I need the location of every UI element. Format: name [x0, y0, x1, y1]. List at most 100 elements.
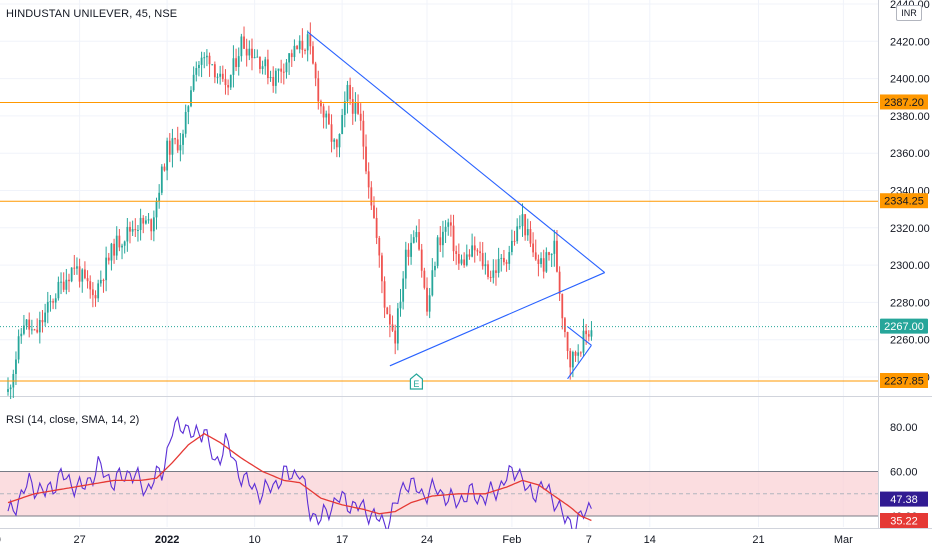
earnings-marker-label: E — [413, 379, 419, 389]
time-tick-label: Feb — [502, 534, 521, 546]
candle-body — [436, 237, 439, 266]
level-badge-label: 2334.25 — [884, 196, 924, 208]
candle-body — [354, 102, 357, 114]
candle-body — [126, 226, 129, 242]
trendline[interactable] — [307, 31, 606, 273]
candle-body — [394, 330, 397, 344]
candle-body — [391, 324, 394, 331]
candle-body — [184, 111, 187, 134]
price-tick-label: 2400.00 — [890, 74, 930, 86]
candle-body — [426, 287, 428, 312]
rsi-value-badge-bg — [880, 491, 928, 507]
candle-body — [213, 64, 216, 78]
candle-body — [420, 249, 423, 271]
candle-body — [237, 56, 240, 68]
candle-body — [548, 252, 550, 256]
candle-body — [587, 334, 590, 337]
candle-body — [57, 281, 60, 299]
candle-body — [338, 133, 341, 148]
currency-badge[interactable]: INR — [896, 5, 922, 21]
candle-body — [452, 225, 455, 252]
candle-body — [431, 270, 434, 296]
candle-body — [518, 226, 521, 228]
candle-body — [402, 278, 405, 302]
candle-body — [341, 115, 344, 134]
candle-body — [561, 293, 564, 319]
candle-body — [200, 57, 203, 65]
candle-body — [346, 84, 349, 102]
candle-body — [179, 144, 182, 151]
candle-body — [285, 62, 288, 73]
last-price-badge-bg — [880, 318, 928, 334]
candle-body — [105, 257, 108, 281]
candle-body — [357, 102, 359, 114]
candle-body — [44, 312, 47, 323]
level-badge-bg — [880, 373, 928, 389]
candle-body — [17, 336, 20, 360]
candle-body — [577, 352, 580, 356]
candle-body — [407, 249, 410, 257]
price-tick-label: 2380.00 — [890, 111, 930, 123]
candle-body — [94, 295, 97, 299]
candle-body — [142, 217, 145, 224]
trendline[interactable] — [567, 344, 592, 380]
candle-body — [471, 245, 473, 257]
candle-body — [288, 53, 291, 63]
candle-body — [521, 214, 524, 227]
time-tick-label: 27 — [73, 534, 85, 546]
candle-body — [147, 219, 150, 221]
candle-body — [370, 187, 373, 206]
candle-body — [327, 113, 330, 125]
time-tick-label: 7 — [586, 534, 592, 546]
candle-body — [91, 289, 94, 296]
candle-body — [290, 53, 293, 58]
last-price-badge: 2267.00 — [884, 321, 924, 333]
candle-body — [396, 308, 399, 344]
candle-body — [418, 232, 420, 250]
trendline[interactable] — [567, 326, 592, 346]
candle-body — [489, 276, 492, 278]
candle-body — [36, 329, 39, 333]
time-tick-label: Mar — [834, 534, 853, 546]
candle-body — [203, 57, 206, 59]
candle-body — [33, 329, 36, 331]
price-tick-label: 2260.00 — [890, 335, 930, 347]
candle-body — [564, 318, 566, 333]
candle-body — [192, 74, 195, 91]
candle-body — [7, 389, 9, 392]
candle-body — [566, 332, 569, 351]
candle-body — [118, 235, 121, 248]
earnings-marker[interactable] — [409, 373, 424, 390]
candle-body — [221, 73, 224, 80]
candle-body — [463, 259, 466, 266]
candle-body — [131, 229, 134, 232]
candle-body — [272, 77, 275, 86]
candle-body — [495, 270, 497, 273]
candle-body — [569, 350, 572, 368]
candle-body — [524, 214, 527, 236]
candle-body — [513, 240, 516, 242]
candle-body — [540, 258, 542, 264]
candle-body — [378, 237, 381, 256]
candle-body — [168, 140, 171, 155]
candle-body — [30, 329, 33, 331]
candle-body — [545, 252, 548, 272]
candle-body — [526, 229, 529, 236]
candle-body — [534, 252, 537, 260]
candle-body — [137, 229, 139, 231]
candle-body — [381, 255, 383, 282]
candle-body — [365, 146, 367, 172]
rsi-line-sma — [7, 432, 592, 522]
candle-body — [404, 249, 407, 279]
candle-body — [248, 48, 251, 56]
candle-body — [65, 279, 68, 290]
candle-body — [81, 269, 84, 282]
candle-body — [280, 68, 283, 72]
candle-body — [449, 222, 452, 226]
candle-body — [163, 166, 166, 171]
candle-body — [187, 106, 190, 112]
trendline[interactable] — [389, 272, 605, 367]
candle-body — [73, 267, 76, 269]
